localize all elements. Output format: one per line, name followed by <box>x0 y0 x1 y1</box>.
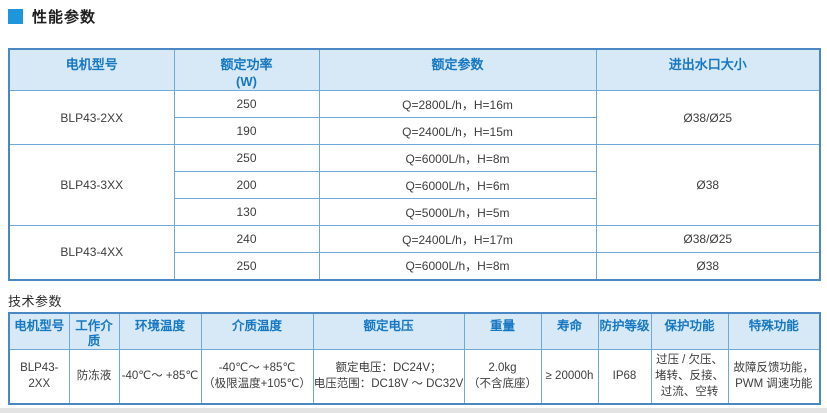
perf-header-params: 额定参数 <box>318 48 597 91</box>
tech-cell-medium: 防冻液 <box>68 349 120 404</box>
tech-header-media-temp: 介质温度 <box>200 312 314 350</box>
protection-line1: 过压 / 欠压、 <box>655 354 724 367</box>
tech-cell-ambient-temp: -40℃～ +85℃ <box>118 349 202 404</box>
perf-cell-power: 130 <box>173 198 320 226</box>
perf-header-power-line1: 额定功率 <box>220 57 273 72</box>
performance-section-title: 性能参数 <box>32 9 97 26</box>
section-bullet-icon <box>8 9 23 24</box>
performance-header-row: 电机型号 额定功率 (W) 额定参数 进出水口大小 <box>8 48 821 91</box>
tech-cell-protection-rating: IP68 <box>597 349 652 404</box>
perf-cell-params: Q=5000L/h，H=5m <box>318 198 597 226</box>
weight-line1: 2.0kg <box>488 362 517 375</box>
tech-header-protection: 保护功能 <box>650 312 729 350</box>
perf-cell-power: 250 <box>173 252 320 280</box>
perf-cell-params: Q=6000L/h，H=8m <box>318 144 597 172</box>
table-row: 250 Q=6000L/h，H=8m Ø38 <box>9 252 821 280</box>
performance-section-header: 性能参数 <box>8 6 96 27</box>
perf-cell-params: Q=2800L/h，H=16m <box>318 90 597 118</box>
tech-cell-special: 故障反馈功能， PWM 调速功能 <box>727 349 821 404</box>
tech-header-protection-rating: 防护等级 <box>597 312 652 350</box>
perf-cell-params: Q=2400L/h，H=17m <box>318 225 597 253</box>
weight-line2: （不含底座） <box>468 378 537 391</box>
perf-header-power: 额定功率 (W) <box>173 48 320 91</box>
performance-table: 电机型号 额定功率 (W) 额定参数 进出水口大小 BLP43-2XX 250 … <box>8 48 821 281</box>
table-row: 130 Q=5000L/h，H=5m <box>9 198 820 226</box>
perf-cell-model-2xx: BLP43-2XX <box>8 90 175 145</box>
table-row: BLP43-2XX 250 Q=2800L/h，H=16m Ø38/Ø25 <box>8 90 821 145</box>
table-row: BLP43-4XX 240 Q=2400L/h，H=17m Ø38/Ø25 <box>8 225 821 280</box>
table-row: BLP43-3XX 250 Q=6000L/h，H=8m Ø38 <box>8 144 821 226</box>
perf-cell-power: 250 <box>173 90 320 118</box>
media-temp-line1: -40℃～ +85℃ <box>218 362 296 375</box>
perf-cell-power: 240 <box>173 225 320 253</box>
tech-header-voltage: 额定电压 <box>312 312 465 350</box>
perf-cell-power: 190 <box>173 117 320 145</box>
perf-cell-power: 200 <box>173 171 320 199</box>
technical-header-row: 电机型号 工作介质 环境温度 介质温度 额定电压 重量 寿命 防护等级 保护功能… <box>8 312 821 350</box>
tech-header-weight: 重量 <box>463 312 542 350</box>
technical-table: 电机型号 工作介质 环境温度 介质温度 额定电压 重量 寿命 防护等级 保护功能… <box>8 312 821 405</box>
tech-header-life: 寿命 <box>540 312 599 350</box>
voltage-line1: 额定电压：DC24V； <box>335 362 442 375</box>
tech-header-ambient-temp: 环境温度 <box>118 312 202 350</box>
protection-line2: 堵转、反接、 <box>655 370 724 383</box>
perf-cell-port: Ø38 <box>595 252 821 280</box>
special-line1: 故障反馈功能， <box>733 362 815 375</box>
tech-cell-weight: 2.0kg （不含底座） <box>463 349 542 404</box>
special-line2: PWM 调速功能 <box>735 378 813 391</box>
tech-cell-protection: 过压 / 欠压、 堵转、反接、 过流、空转 <box>650 349 729 404</box>
table-row: BLP43-2XX 防冻液 -40℃～ +85℃ -40℃～ +85℃ （极限温… <box>8 349 821 404</box>
tech-header-special: 特殊功能 <box>727 312 821 350</box>
perf-cell-model-4xx: BLP43-4XX <box>8 225 175 280</box>
tech-cell-voltage: 额定电压：DC24V； 电压范围：DC18V ～ DC32V <box>312 349 465 404</box>
perf-cell-port-3xx: Ø38 <box>595 144 821 226</box>
perf-cell-port-2xx: Ø38/Ø25 <box>595 90 821 145</box>
perf-header-port: 进出水口大小 <box>595 48 821 91</box>
tech-cell-media-temp: -40℃～ +85℃ （极限温度+105℃） <box>200 349 314 404</box>
perf-cell-model-3xx: BLP43-3XX <box>8 144 175 226</box>
perf-header-model: 电机型号 <box>8 48 175 91</box>
tech-header-model: 电机型号 <box>8 312 70 350</box>
tech-cell-life: ≥ 20000h <box>540 349 599 404</box>
voltage-line2: 电压范围：DC18V ～ DC32V <box>313 378 464 391</box>
media-temp-line2: （极限温度+105℃） <box>203 378 311 391</box>
perf-cell-params: Q=6000L/h，H=8m <box>318 252 597 280</box>
perf-header-power-line2: (W) <box>236 74 257 89</box>
perf-cell-params: Q=2400L/h，H=15m <box>318 117 597 145</box>
perf-cell-power: 250 <box>173 144 320 172</box>
tech-cell-model: BLP43-2XX <box>8 349 70 404</box>
protection-line3: 过流、空转 <box>660 386 719 399</box>
table-row: 190 Q=2400L/h，H=15m <box>9 117 820 145</box>
table-row: 200 Q=6000L/h，H=6m <box>9 171 820 199</box>
technical-section-title: 技术参数 <box>8 294 63 309</box>
perf-cell-params: Q=6000L/h，H=6m <box>318 171 597 199</box>
tech-header-medium: 工作介质 <box>68 312 120 350</box>
perf-cell-port: Ø38/Ø25 <box>595 225 821 253</box>
bottom-divider <box>0 408 827 413</box>
